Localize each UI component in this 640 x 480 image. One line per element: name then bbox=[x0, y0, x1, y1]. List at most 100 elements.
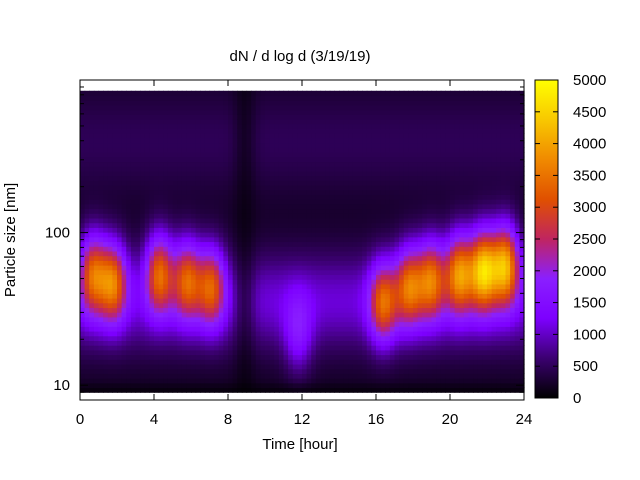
heatmap-cell bbox=[204, 184, 211, 191]
heatmap-cell bbox=[195, 255, 201, 261]
heatmap-cell bbox=[223, 104, 229, 111]
heatmap-cell bbox=[260, 326, 266, 332]
heatmap-cell bbox=[200, 142, 206, 148]
heatmap-cell bbox=[172, 232, 178, 238]
heatmap-cell bbox=[172, 213, 178, 219]
heatmap-cell bbox=[117, 123, 123, 130]
heatmap-cell bbox=[117, 293, 123, 299]
heatmap-cell bbox=[177, 241, 183, 247]
heatmap-cell bbox=[135, 123, 141, 130]
heatmap-cell bbox=[329, 382, 335, 389]
heatmap-cell bbox=[302, 241, 308, 247]
heatmap-cell bbox=[98, 265, 104, 271]
heatmap-cell bbox=[325, 279, 331, 285]
heatmap-cell bbox=[158, 90, 164, 97]
heatmap-cell bbox=[292, 90, 298, 97]
heatmap-cell bbox=[140, 100, 146, 106]
heatmap-cell bbox=[422, 194, 428, 200]
heatmap-cell bbox=[158, 260, 164, 266]
heatmap-cell bbox=[130, 340, 137, 346]
heatmap-cell bbox=[130, 279, 137, 285]
heatmap-cell bbox=[241, 147, 248, 153]
heatmap-cell bbox=[84, 199, 90, 205]
heatmap-cell bbox=[84, 123, 90, 130]
heatmap-cell bbox=[380, 213, 386, 219]
heatmap-cell bbox=[371, 236, 377, 243]
heatmap-cell bbox=[385, 326, 391, 332]
heatmap-cell bbox=[283, 170, 289, 177]
heatmap-cell bbox=[135, 359, 141, 365]
heatmap-cell bbox=[389, 246, 396, 252]
heatmap-cell bbox=[311, 293, 317, 299]
heatmap-cell bbox=[431, 307, 437, 313]
heatmap-cell bbox=[84, 293, 90, 299]
heatmap-cell bbox=[251, 359, 257, 365]
heatmap-cell bbox=[297, 119, 303, 125]
heatmap-cell bbox=[408, 340, 414, 346]
heatmap-cell bbox=[209, 128, 215, 134]
heatmap-cell bbox=[149, 250, 155, 257]
heatmap-cell bbox=[283, 137, 289, 144]
heatmap-cell bbox=[431, 241, 437, 247]
heatmap-cell bbox=[117, 175, 123, 181]
heatmap-cell bbox=[339, 203, 345, 210]
heatmap-cell bbox=[394, 189, 400, 195]
heatmap-cell bbox=[269, 166, 275, 172]
heatmap-cell bbox=[376, 109, 382, 115]
heatmap-cell bbox=[348, 255, 354, 261]
heatmap-cell bbox=[343, 199, 349, 205]
heatmap-cell bbox=[320, 104, 326, 111]
heatmap-cell bbox=[107, 189, 113, 195]
heatmap-cell bbox=[130, 293, 137, 299]
heatmap-cell bbox=[98, 90, 104, 97]
heatmap-cell bbox=[218, 104, 224, 111]
heatmap-cell bbox=[214, 194, 220, 200]
heatmap-cell bbox=[209, 170, 215, 177]
heatmap-cell bbox=[149, 387, 155, 393]
heatmap-cell bbox=[436, 133, 442, 139]
heatmap-cell bbox=[186, 180, 192, 186]
heatmap-cell bbox=[371, 194, 377, 200]
heatmap-cell bbox=[408, 316, 414, 323]
heatmap-cell bbox=[343, 349, 349, 356]
heatmap-cell bbox=[352, 175, 359, 181]
heatmap-cell bbox=[126, 359, 132, 365]
heatmap-cell bbox=[343, 326, 349, 332]
heatmap-cell bbox=[204, 345, 211, 351]
heatmap-cell bbox=[251, 95, 257, 101]
heatmap-cell bbox=[163, 222, 169, 228]
heatmap-cell bbox=[339, 213, 345, 219]
heatmap-cell bbox=[107, 194, 113, 200]
heatmap-cell bbox=[181, 161, 187, 167]
heatmap-cell bbox=[144, 100, 150, 106]
heatmap-cell bbox=[154, 378, 160, 384]
heatmap-cell bbox=[431, 302, 437, 309]
heatmap-cell bbox=[426, 330, 433, 337]
heatmap-cell bbox=[241, 359, 248, 365]
heatmap-cell bbox=[265, 95, 271, 101]
heatmap-cell bbox=[186, 363, 192, 370]
heatmap-cell bbox=[408, 128, 414, 134]
heatmap-cell bbox=[394, 316, 400, 323]
heatmap-cell bbox=[80, 274, 86, 280]
heatmap-cell bbox=[251, 114, 257, 120]
heatmap-cell bbox=[320, 359, 326, 365]
heatmap-cell bbox=[389, 161, 396, 167]
heatmap-cell bbox=[278, 213, 285, 219]
heatmap-cell bbox=[177, 265, 183, 271]
heatmap-cell bbox=[204, 288, 211, 294]
heatmap-cell bbox=[260, 255, 266, 261]
heatmap-cell bbox=[408, 359, 414, 365]
heatmap-cell bbox=[385, 345, 391, 351]
heatmap-cell bbox=[149, 180, 155, 186]
heatmap-cell bbox=[117, 232, 123, 238]
heatmap-cell bbox=[223, 189, 229, 195]
heatmap-cell bbox=[246, 156, 252, 163]
heatmap-cell bbox=[209, 217, 215, 224]
heatmap-cell bbox=[126, 354, 132, 360]
heatmap-cell bbox=[311, 382, 317, 389]
heatmap-cell bbox=[394, 288, 400, 294]
heatmap-cell bbox=[399, 349, 405, 356]
heatmap-cell bbox=[357, 166, 363, 172]
heatmap-cell bbox=[126, 90, 132, 97]
